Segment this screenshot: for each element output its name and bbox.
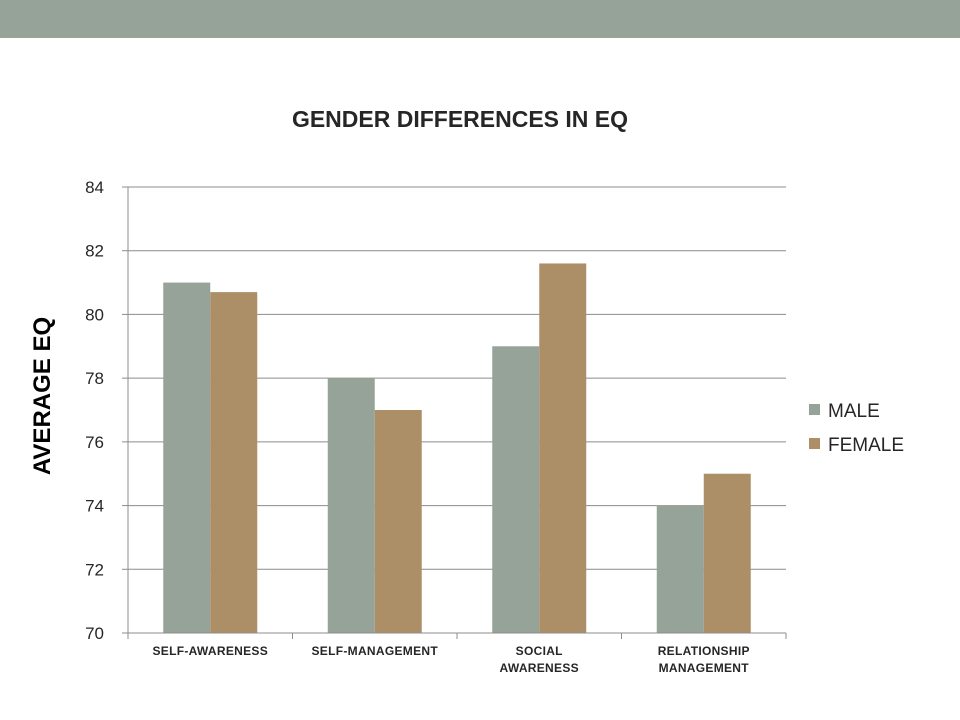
bar-male-4 xyxy=(656,505,704,633)
bar-male-2 xyxy=(327,378,375,633)
x-tick-labels: SELF-AWARENESS SELF-MANAGEMENT SOCIAL AWARE… xyxy=(152,644,749,675)
bar-female-3 xyxy=(539,263,587,633)
chart-title: GENDER DIFFERENCES IN EQ xyxy=(292,106,628,132)
bar-male-3 xyxy=(492,346,540,633)
legend-label-male: MALE xyxy=(828,401,880,422)
bars xyxy=(163,263,751,633)
header-band xyxy=(0,0,960,38)
legend: MALE FEMALE xyxy=(809,401,904,456)
y-axis-label: AVERAGE EQ xyxy=(29,317,56,475)
x-tick-label: SOCIAL AWARENESS xyxy=(500,644,579,675)
bar-female-4 xyxy=(703,473,751,633)
legend-label-female: FEMALE xyxy=(828,435,904,456)
y-tick-label: 76 xyxy=(85,433,104,452)
y-tick-label: 70 xyxy=(85,624,104,643)
x-tick-label: SELF-AWARENESS xyxy=(152,644,268,658)
legend-swatch-female xyxy=(809,438,820,449)
axes xyxy=(122,186,787,639)
y-tick-label: 72 xyxy=(85,560,104,579)
x-tick-label: RELATIONSHIP MANAGEMENT xyxy=(658,644,750,675)
legend-swatch-male xyxy=(809,404,820,415)
x-tick-label: SELF-MANAGEMENT xyxy=(312,644,439,658)
y-tick-label: 84 xyxy=(85,178,104,197)
y-tick-label: 74 xyxy=(85,497,104,516)
bar-male-1 xyxy=(163,282,211,633)
y-tick-label: 80 xyxy=(85,305,104,324)
bar-female-2 xyxy=(374,410,422,633)
y-tick-label: 78 xyxy=(85,369,104,388)
y-tick-label: 82 xyxy=(85,242,104,261)
y-tick-labels: 70 72 74 76 78 80 82 84 xyxy=(85,178,104,643)
bar-female-1 xyxy=(210,292,258,633)
